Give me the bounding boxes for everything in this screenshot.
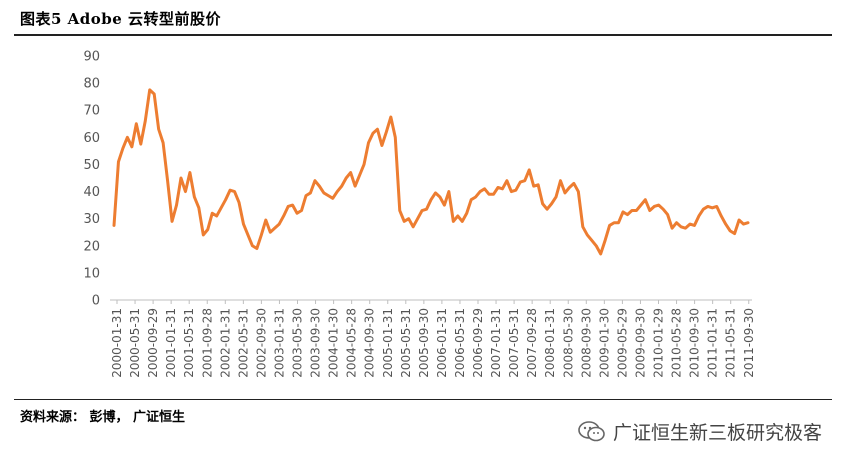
x-tick-label: 2005-05-31 [399, 308, 413, 378]
x-tick-label: 2004-09-30 [363, 308, 377, 378]
source-note: 资料来源： 彭博， 广证恒生 [20, 410, 186, 425]
x-tick-label: 2006-05-31 [453, 308, 467, 378]
x-tick-label: 2000-09-29 [146, 308, 160, 378]
x-tick-label: 2007-01-31 [489, 308, 503, 378]
x-tick-label: 2009-09-30 [633, 308, 647, 378]
x-tick-label: 2005-01-31 [381, 308, 395, 378]
x-tick-label: 2010-01-29 [652, 308, 666, 378]
x-tick-label: 2007-05-31 [507, 308, 521, 378]
figure-title: 图表5 Adobe 云转型前股价 [20, 10, 222, 28]
x-tick-label: 2003-01-31 [272, 308, 286, 378]
x-tick-label: 2009-05-29 [615, 308, 629, 378]
x-tick-label: 2005-09-30 [417, 308, 431, 378]
y-tick-label: 10 [83, 266, 100, 281]
y-axis: 0 10 20 30 40 50 60 70 80 90 [83, 50, 100, 309]
y-tick-label: 60 [83, 131, 100, 146]
price-line-chart: 0 10 20 30 40 50 60 70 80 90 2000-01-31 2000-05-31… [83, 50, 756, 378]
watermark-text: 广证恒生新三板研究极客 [612, 422, 822, 444]
x-tick-label: 2011-05-31 [724, 308, 738, 378]
y-tick-label: 0 [92, 294, 100, 309]
y-tick-label: 90 [83, 50, 100, 65]
x-tick-label: 2001-05-31 [182, 308, 196, 378]
x-tick-label: 2002-01-31 [218, 308, 232, 378]
x-tick-label: 2004-01-30 [327, 308, 341, 378]
x-tick-label: 2006-01-31 [435, 308, 449, 378]
x-axis: 2000-01-31 2000-05-31 2000-09-29 2001-01-31… [110, 299, 756, 378]
x-tick-label: 2001-09-28 [200, 308, 214, 378]
x-tick-label: 2009-01-30 [597, 308, 611, 378]
wechat-bubble-icon [578, 420, 605, 441]
x-tick-label: 2010-09-30 [688, 308, 702, 378]
x-tick-label: 2002-09-30 [254, 308, 268, 378]
x-tick-label: 2011-09-30 [742, 308, 756, 378]
x-tick-label: 2008-01-31 [543, 308, 557, 378]
y-tick-label: 80 [83, 77, 100, 92]
x-tick-label: 2002-05-31 [236, 308, 250, 378]
x-tick-label: 2008-05-30 [561, 308, 575, 378]
y-tick-label: 70 [83, 104, 100, 119]
y-tick-label: 50 [83, 158, 100, 173]
x-tick-label: 2003-09-30 [309, 308, 323, 378]
x-tick-label: 2006-09-29 [471, 308, 485, 378]
x-tick-label: 2001-01-31 [164, 308, 178, 378]
title-rule [14, 34, 832, 36]
x-tick-label: 2010-05-28 [670, 308, 684, 378]
series-line-adobe-price [112, 88, 750, 256]
y-tick-label: 40 [83, 185, 100, 200]
x-tick-label: 2003-05-30 [291, 308, 305, 378]
x-tick-label: 2000-05-31 [128, 308, 142, 378]
x-tick-label: 2008-09-30 [579, 308, 593, 378]
x-tick-label: 2011-01-31 [706, 308, 720, 378]
source-rule [14, 399, 832, 400]
x-tick-label: 2007-09-28 [525, 308, 539, 378]
x-tick-label: 2000-01-31 [110, 308, 124, 378]
x-tick-label: 2004-05-28 [345, 308, 359, 378]
y-tick-label: 30 [83, 212, 100, 227]
watermark: 广证恒生新三板研究极客 [577, 418, 822, 445]
y-tick-label: 20 [83, 239, 100, 254]
